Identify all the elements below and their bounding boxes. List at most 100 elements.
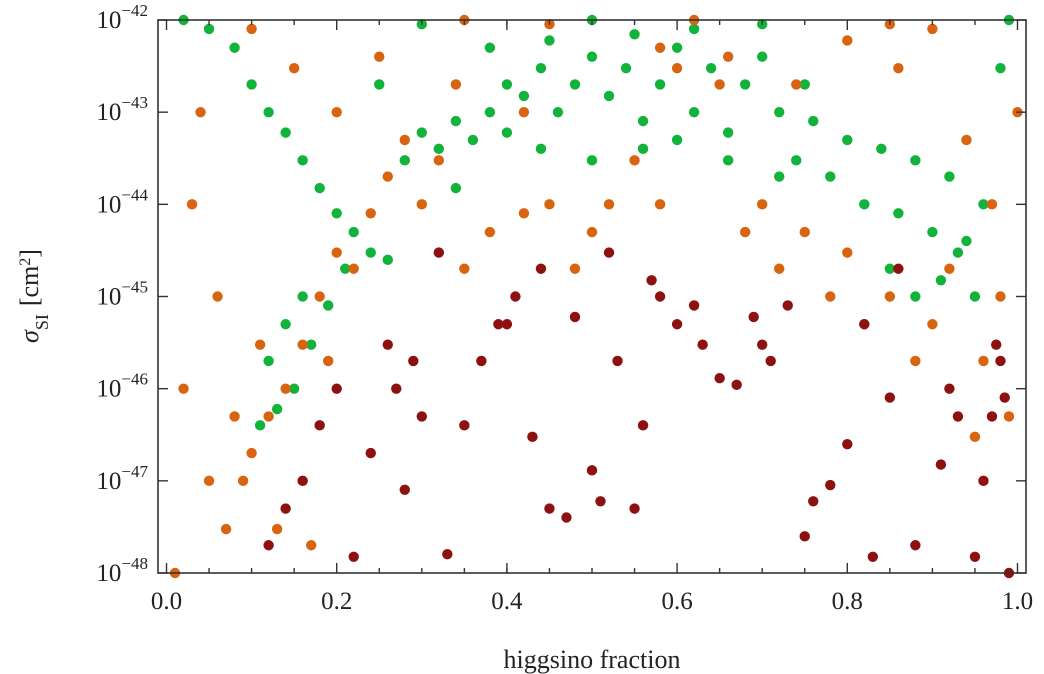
x-tick-label: 0.4 [491,588,523,615]
data-point [391,383,402,394]
data-point [518,90,530,102]
data-point [586,226,598,238]
data-point [280,127,291,138]
data-point [586,465,598,476]
data-point [799,531,810,542]
data-point [961,235,972,247]
data-point [969,431,981,443]
data-point [910,355,921,367]
data-point [910,540,921,551]
y-tick-label: 10−42 [96,1,148,34]
data-point [484,226,496,238]
data-point [535,143,547,155]
data-point [654,291,666,302]
data-point [1003,411,1015,422]
data-point [263,355,274,367]
data-point [927,226,938,238]
data-point [774,171,785,182]
data-point [739,226,751,238]
data-point [705,62,717,74]
y-axis-label-unit-close: ] [15,249,44,258]
data-point [586,51,598,62]
data-point [305,540,317,551]
data-point [603,247,615,258]
data-point [935,275,947,286]
data-point [842,247,853,258]
data-point [688,300,700,311]
data-point [637,143,649,155]
data-point [280,383,291,394]
y-axis-label-base: σ [15,329,44,343]
data-point [799,79,810,90]
data-point [714,372,725,384]
data-point [893,263,904,274]
data-point [999,392,1010,403]
data-point [331,106,342,118]
x-tick-label: 1.0 [1002,588,1033,615]
series-1 [169,14,1023,579]
y-tick-label-exponent: −46 [121,370,148,389]
data-point [603,90,615,102]
data-point [688,106,700,118]
data-point [263,106,274,118]
data-point [382,339,393,350]
data-point [884,291,896,302]
data-point [842,35,853,46]
data-point [314,420,325,431]
data-point [791,79,802,90]
data-point [586,155,598,166]
y-tick-label-base: 10 [96,376,121,403]
data-point [535,62,547,74]
y-axis-label: σSI [cm2] [15,249,52,343]
data-point [331,383,342,394]
y-tick-label-base: 10 [96,7,121,34]
data-point [348,263,359,274]
data-point [450,79,462,90]
x-tick-label: 0.0 [151,588,182,615]
data-point [374,79,385,90]
data-point [671,319,683,330]
data-point [782,300,793,311]
y-tick-label: 10−43 [96,93,148,126]
data-point [722,51,734,62]
y-tick-label-exponent: −48 [121,554,148,573]
data-point [561,512,572,523]
data-point [433,143,445,155]
data-point [969,291,981,302]
data-point [527,431,538,443]
data-point [271,523,283,535]
data-point [459,420,470,431]
data-point [910,155,921,166]
data-point [671,134,683,146]
data-point [331,247,342,258]
y-axis-label-sub: SI [32,314,52,330]
data-point [365,208,376,219]
y-tick-label-base: 10 [96,99,121,126]
data-point [229,42,240,53]
data-point [654,42,666,53]
data-point [714,79,725,90]
data-point [459,263,470,274]
data-point [808,496,819,507]
data-point [774,263,785,274]
data-point [493,319,504,330]
data-point [484,106,496,118]
data-point [212,291,223,302]
ticks-layer: 0.0 0.2 0.4 0.6 0.8 1.010−4210−4310−4410−4510… [96,1,1033,615]
data-point [884,392,896,403]
data-point [535,263,547,274]
data-point [263,540,274,551]
data-point [944,383,955,394]
y-tick-label-exponent: −47 [121,462,148,481]
data-point [842,438,853,450]
data-point [365,247,376,258]
data-point [569,79,581,90]
data-point [305,339,317,350]
y-tick-label-base: 10 [96,284,121,311]
data-point [697,339,708,350]
data-point [995,62,1006,74]
data-point [978,355,989,367]
data-point [450,115,462,127]
data-point [467,134,479,146]
